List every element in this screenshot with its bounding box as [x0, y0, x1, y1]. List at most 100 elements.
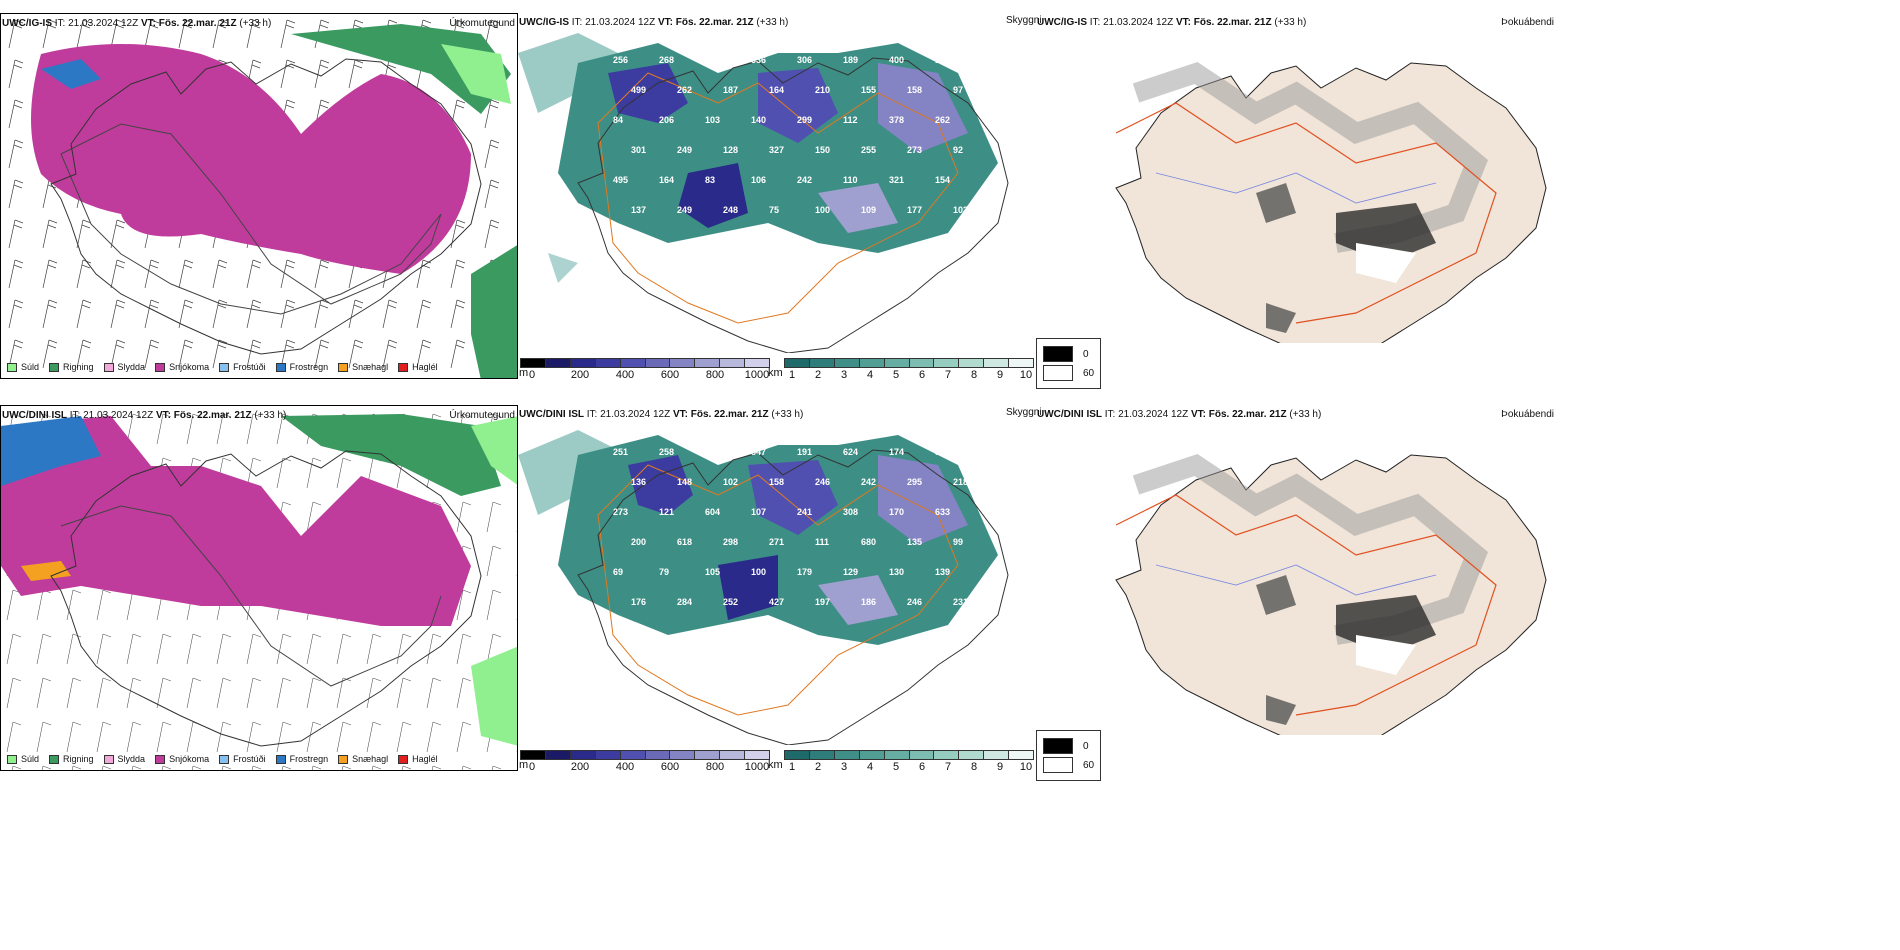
- cloud-base-value: 140: [751, 115, 766, 125]
- bar-tick: 9: [996, 369, 1004, 379]
- cloud-base-value: 427: [769, 597, 784, 607]
- panel-title: UWC/DINI ISL IT: 21.03.2024 12Z VT: Fös.…: [519, 409, 803, 421]
- model-name: UWC/IG-IS: [519, 17, 569, 28]
- legend-item-slydda: Slydda: [103, 362, 145, 372]
- legend-swatch: [338, 754, 349, 764]
- bar-tick: 600: [660, 761, 680, 771]
- bar-seg: [595, 359, 621, 367]
- bar-tick: 6: [918, 761, 926, 771]
- bar-seg: [785, 359, 810, 367]
- bar-tick: 5: [892, 369, 900, 379]
- panel-title: UWC/IG-IS IT: 21.03.2024 12Z VT: Fös. 22…: [2, 18, 271, 30]
- cloud-base-map-dini: 251 258 213 847 191 624 174 385 136 148 102 158 246 2…: [518, 405, 1036, 771]
- cloud-base-value: 75: [769, 205, 779, 215]
- cloud-base-value: 164: [659, 175, 674, 185]
- bar-tick: 7: [944, 369, 952, 379]
- panel-title: UWC/IG-IS IT: 21.03.2024 12Z VT: Fös. 22…: [519, 17, 788, 29]
- cloud-base-unit: m: [519, 759, 529, 771]
- cloud-base-value: 256: [613, 55, 628, 65]
- legend-item-snjokoma: Snjókoma: [155, 362, 209, 372]
- fog-index-label: Þokuábendi: [1501, 409, 1554, 420]
- legend-swatch: [49, 754, 60, 764]
- cloud-base-value: 100: [751, 567, 766, 577]
- legend-swatch: [49, 362, 60, 372]
- precip-type-map-ig: UWC/IG-IS IT: 21.03.2024 12Z VT: Fös. 22…: [0, 13, 518, 379]
- cloud-base-value: 176: [631, 597, 646, 607]
- legend-item-frostregn: Frostregn: [275, 362, 328, 372]
- precip-legend: Súld Rigning Slydda Snjókoma Frostúði Fr…: [7, 754, 438, 764]
- legend-item-snjokoma: Snjókoma: [155, 754, 209, 764]
- cloud-base-value: 604: [705, 507, 720, 517]
- cloud-base-value: 105: [705, 567, 720, 577]
- cloud-base-value: 295: [907, 477, 922, 487]
- cloud-base-value: 106: [751, 175, 766, 185]
- bar-tick: 4: [866, 369, 874, 379]
- model-name: UWC/DINI ISL: [1037, 409, 1102, 420]
- legend-swatch: [219, 362, 230, 372]
- bar-seg: [909, 751, 935, 759]
- cloud-base-value: 164: [769, 85, 784, 95]
- legend-swatch: [103, 362, 114, 372]
- bar-seg: [959, 359, 985, 367]
- cloud-base-value: 273: [907, 145, 922, 155]
- cloud-base-value: 251: [613, 447, 628, 457]
- cloud-base-value: 400: [889, 55, 904, 65]
- bar-tick: 800: [705, 761, 725, 771]
- model-name: UWC/IG-IS: [2, 18, 52, 29]
- cloud-base-value: 246: [815, 477, 830, 487]
- precip-type-label: Úrkomutegund: [449, 410, 515, 421]
- legend-swatch: [219, 754, 230, 764]
- cloud-base-value: 184: [613, 627, 628, 637]
- legend-item-sudl: Súld: [7, 362, 39, 372]
- cloud-base-value: 175: [935, 55, 950, 65]
- bar-tick: 1: [788, 369, 796, 379]
- bar-seg: [834, 751, 860, 759]
- cloud-base-value: 121: [659, 507, 674, 517]
- cloud-base-value: 110: [843, 175, 858, 185]
- bar-tick: 8: [970, 369, 978, 379]
- bar-seg: [859, 359, 885, 367]
- visibility-label: Skyggni: [1006, 15, 1042, 26]
- fog-legend-box: 0 60: [1036, 730, 1102, 781]
- legend-swatch: [7, 362, 17, 372]
- precip-type-label: Úrkomutegund: [449, 18, 515, 29]
- cloud-base-value: 246: [907, 597, 922, 607]
- cloud-base-value: 170: [889, 507, 904, 517]
- cloud-base-value: 206: [659, 115, 674, 125]
- bar-tick: 1000: [744, 761, 770, 771]
- cloud-base-value: 301: [631, 145, 646, 155]
- cloud-base-value: 177: [907, 205, 922, 215]
- bar-tick: 2: [814, 761, 822, 771]
- precip-legend: Súld Rigning Slydda Snjókoma Frostúði Fr…: [7, 362, 438, 372]
- cloud-base-value: 255: [861, 145, 876, 155]
- cloud-base-value: 258: [659, 447, 674, 457]
- lead-time: (+33 h): [756, 17, 789, 28]
- bar-seg: [984, 751, 1010, 759]
- bar-seg: [1009, 359, 1034, 367]
- cloud-base-colorbar: 0 200 400 600 800 1000: [520, 750, 770, 771]
- bar-seg: [834, 359, 860, 367]
- cloud-base-value: 249: [677, 145, 692, 155]
- legend-item-snaehagl: Snæhagl: [338, 754, 388, 764]
- panel-title: UWC/IG-IS IT: 21.03.2024 12Z VT: Fös. 22…: [1037, 17, 1306, 29]
- legend-item-rigning: Rigning: [49, 362, 94, 372]
- cloud-base-value: 308: [843, 507, 858, 517]
- bar-tick: 800: [705, 369, 725, 379]
- bar-seg: [785, 751, 810, 759]
- cloud-base-value: 150: [815, 145, 830, 155]
- bar-seg: [595, 751, 621, 759]
- cloud-base-value: 83: [705, 175, 715, 185]
- cloud-base-value: 179: [797, 567, 812, 577]
- legend-swatch: [103, 754, 114, 764]
- cloud-base-value: 136: [631, 477, 646, 487]
- panel-title: UWC/DINI ISL IT: 21.03.2024 12Z VT: Fös.…: [2, 410, 286, 422]
- cloud-base-value: 92: [953, 145, 963, 155]
- cloud-base-value: 154: [935, 175, 950, 185]
- issue-time: IT: 21.03.2024 12Z: [571, 17, 656, 28]
- cloud-base-value: 139: [935, 567, 950, 577]
- fog-legend-box: 0 60: [1036, 338, 1102, 389]
- bar-seg: [884, 751, 910, 759]
- cloud-base-unit: m: [519, 367, 529, 379]
- visibility-label: Skyggni: [1006, 407, 1042, 418]
- bar-tick: 400: [615, 761, 635, 771]
